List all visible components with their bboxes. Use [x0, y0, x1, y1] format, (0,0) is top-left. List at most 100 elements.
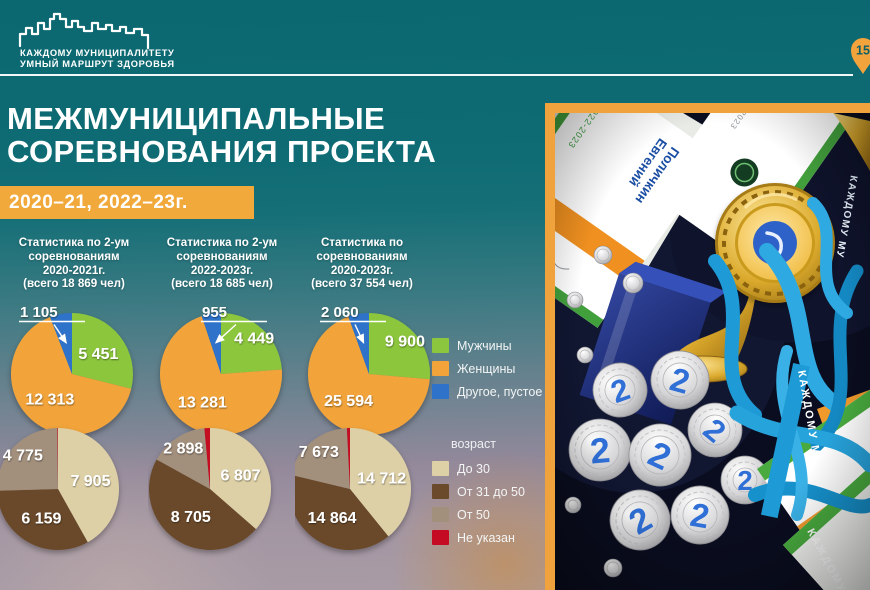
legend-label: Мужчины	[457, 338, 512, 353]
slice-value-label: 14 864	[308, 510, 357, 527]
stats-header-1-line: (всего 18 869 чел)	[23, 277, 125, 291]
pie-slice-Не указан	[57, 428, 58, 489]
awards-photo-illustration: 2022-2023 ПоличкинЕвгений 2022-2023	[470, 55, 870, 590]
pie-slice-Женщины	[11, 317, 132, 435]
slice-value-label: 13 281	[178, 394, 227, 411]
legend-swatch	[432, 507, 449, 522]
stats-header-1: Статистика по 2-ум соревнованиям 2020-20…	[0, 236, 148, 291]
slice-value-label: 7 905	[70, 473, 110, 490]
stats-header-2: Статистика по 2-ум соревнованиям 2022-20…	[150, 236, 294, 291]
years-banner: 2020–21, 2022–23г.	[0, 186, 254, 219]
logo-line2: УМНЫЙ МАРШРУТ ЗДОРОВЬЯ	[20, 59, 175, 69]
pie-slice-От 31 до 50	[0, 489, 88, 550]
callout-arrow	[214, 323, 237, 344]
slice-value-label: 5 451	[78, 346, 118, 363]
stats-header-3-line: (всего 37 554 чел)	[311, 277, 413, 291]
legend-swatch	[432, 530, 449, 545]
slice-value-label: 6 159	[21, 511, 61, 528]
years-banner-label: 2020–21, 2022–23г.	[9, 192, 188, 213]
awards-photo: 2022-2023 ПоличкинЕвгений 2022-2023	[470, 55, 870, 590]
age-legend-title: возраст	[451, 437, 496, 451]
callout-value-label: 2 060	[321, 304, 359, 321]
logo-line1: КАЖДОМУ МУНИЦИПАЛИТЕТУ	[20, 48, 175, 58]
legend-swatch	[432, 384, 449, 399]
legend-row: Не указан	[432, 526, 525, 549]
stats-header-2-line: (всего 18 685 чел)	[171, 277, 273, 291]
callout-value-label: 955	[202, 304, 227, 321]
stats-header-3-line: 2020-2023г.	[330, 263, 394, 277]
slice-value-label: 2 898	[163, 441, 203, 458]
pie-chart	[160, 313, 282, 435]
slice-value-label: 14 712	[357, 470, 406, 487]
page-number-pin-icon: 15	[851, 38, 870, 74]
slice-value-label: 9 900	[385, 334, 425, 351]
stats-header-3-line: соревнованиям	[316, 249, 408, 263]
legend-swatch	[432, 361, 449, 376]
page-title: МЕЖМУНИЦИПАЛЬНЫЕ СОРЕВНОВАНИЯ ПРОЕКТА	[7, 102, 436, 168]
pie-slice-Другое, пустое	[201, 313, 221, 374]
pie-charts-column-2: 4 449 13 281 955 6 807 8 705 2 898	[149, 304, 282, 550]
pie-slice-Мужчины	[221, 313, 282, 374]
slice-value-label: 7 673	[299, 444, 339, 461]
pie-slice-От 31 до 50	[149, 459, 256, 550]
callout-arrow	[354, 324, 365, 345]
slice-value-label: 6 807	[221, 468, 261, 485]
pie-slice-От 50	[156, 428, 210, 489]
pie-slice-До 30	[58, 428, 119, 543]
pie-slice-Женщины	[160, 316, 282, 435]
legend-label: Другое, пустое	[457, 384, 543, 399]
title-line2: СОРЕВНОВАНИЯ ПРОЕКТА	[7, 134, 437, 169]
legend-row: Другое, пустое	[432, 380, 542, 403]
pie-slice-Не указан	[346, 428, 350, 489]
legend-label: До 30	[457, 461, 490, 476]
pie-slice-Не указан	[204, 428, 210, 489]
legend-row: От 50	[432, 503, 525, 526]
pie-slice-От 50	[0, 428, 58, 491]
legend-label: От 50	[457, 507, 490, 522]
page-number: 15	[856, 44, 870, 58]
pie-chart	[0, 428, 119, 550]
title-line1: МЕЖМУНИЦИПАЛЬНЫЕ	[7, 101, 386, 136]
legend-row: До 30	[432, 457, 525, 480]
pie-slice-От 50	[295, 428, 350, 489]
stats-header-1-line: 2020-2021г.	[42, 263, 106, 277]
slice-value-label: 8 705	[171, 509, 211, 526]
logo-text: КАЖДОМУ МУНИЦИПАЛИТЕТУ УМНЫЙ МАРШРУТ ЗДО…	[20, 48, 175, 70]
legend-label: Женщины	[457, 361, 516, 376]
slice-value-label: 4 449	[234, 331, 274, 348]
pie-chart	[149, 428, 271, 550]
pie-slice-От 31 до 50	[295, 475, 389, 550]
stats-header-2-line: Статистика по 2-ум	[166, 236, 278, 249]
pie-slice-До 30	[350, 428, 411, 537]
stats-header-1-line: Статистика по 2-ум	[18, 236, 130, 249]
slice-value-label: 25 594	[324, 393, 373, 410]
gender-legend: Мужчины Женщины Другое, пустое	[432, 334, 542, 403]
legend-row: Женщины	[432, 357, 542, 380]
pie-chart	[11, 313, 133, 435]
slice-value-label: 12 313	[25, 392, 74, 409]
stats-header-3: Статистика по соревнованиям 2020-2023г. …	[292, 236, 432, 291]
legend-swatch	[432, 484, 449, 499]
age-legend: возраст До 30 От 31 до 50 От 50 Не указан	[432, 437, 525, 549]
pie-charts-column-1: 5 451 12 313 1 105 7 905 6 159 4 775	[0, 304, 133, 550]
slice-value-label: 4 775	[3, 448, 43, 465]
header-divider	[0, 74, 853, 76]
pie-slice-Мужчины	[369, 313, 430, 380]
pie-chart	[308, 313, 430, 435]
legend-label: От 31 до 50	[457, 484, 525, 499]
stats-header-3-line: Статистика по	[320, 236, 404, 249]
stats-header-2-line: соревнованиям	[176, 249, 268, 263]
legend-label: Не указан	[457, 530, 515, 545]
legend-swatch	[432, 338, 449, 353]
legend-row: Мужчины	[432, 334, 542, 357]
photo-vignette	[555, 113, 870, 590]
callout-arrow	[53, 324, 67, 344]
stats-header-1-line: соревнованиям	[28, 249, 120, 263]
pie-slice-Мужчины	[72, 313, 133, 389]
pie-chart	[295, 428, 411, 550]
legend-row: От 31 до 50	[432, 480, 525, 503]
pie-slice-До 30	[210, 428, 271, 530]
pie-slice-Женщины	[308, 316, 430, 435]
city-skyline-icon	[18, 12, 150, 50]
